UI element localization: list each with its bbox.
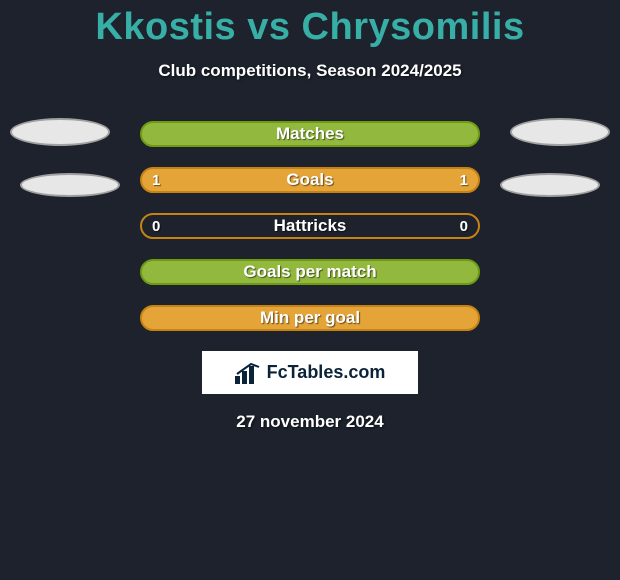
stat-bar-value-left: 1 [152,172,160,189]
stat-bars: Matches Goals1 1 Hattricks0 0 Goals per match… [140,121,480,331]
stat-bar-label: Min per goal [142,308,478,328]
comparison-chart: Matches Goals1 1 Hattricks0 0 Goals per match… [0,121,620,432]
player-left-marker-top [10,118,110,146]
stat-bar-value-right: 0 [460,218,468,235]
fctables-logo-icon [235,362,263,384]
stat-bar: Min per goal [140,305,480,331]
stat-bar-value-left: 0 [152,218,160,235]
stat-bar: Goals per match [140,259,480,285]
stat-bar-label: Hattricks [142,216,478,236]
player-right-marker-mid [500,173,600,197]
page-title: Kkostis vs Chrysomilis [0,0,620,49]
date-line: 27 november 2024 [0,412,620,432]
stat-bar-label: Goals [142,170,478,190]
stat-bar: Goals1 1 [140,167,480,193]
player-right-marker-top [510,118,610,146]
subtitle: Club competitions, Season 2024/2025 [0,61,620,81]
logo-text: FcTables.com [267,362,386,383]
stat-bar-label: Matches [142,124,478,144]
stat-bar-label: Goals per match [142,262,478,282]
player-left-marker-mid [20,173,120,197]
logo-card: FcTables.com [202,351,418,394]
stat-bar: Matches [140,121,480,147]
stat-bar: Hattricks0 0 [140,213,480,239]
stat-bar-value-right: 1 [460,172,468,189]
